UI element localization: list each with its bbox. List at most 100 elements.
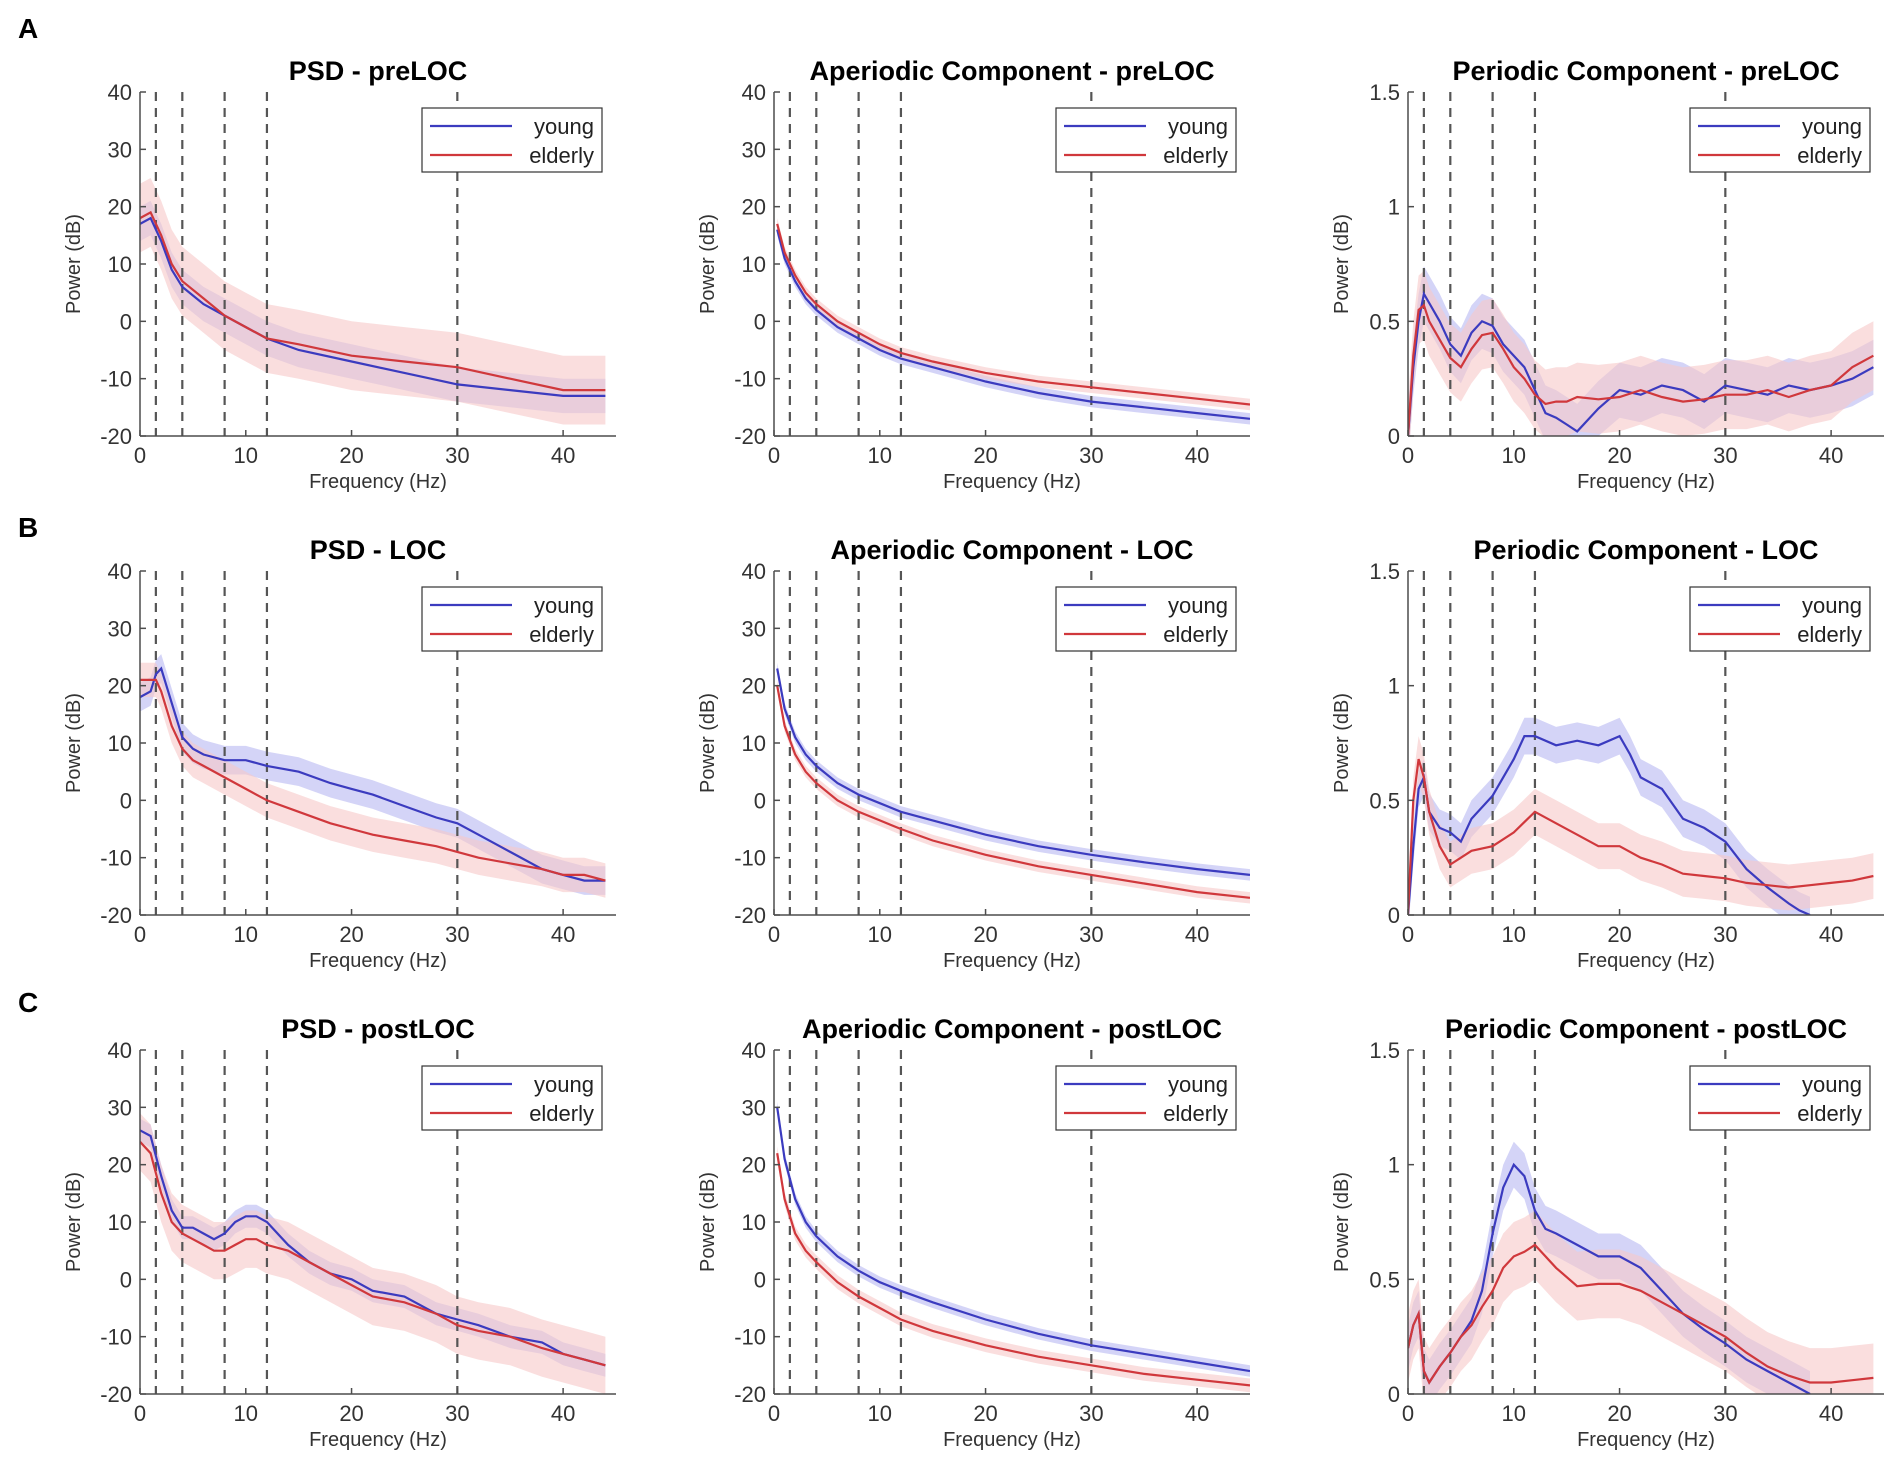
- subplot-9: 0 10 20 30 40 0 0.5 1 1.5 Periodic Component - po…: [1331, 1014, 1884, 1451]
- series-line-elderly: [776, 223, 1250, 406]
- y-axis-label: Power (dB): [697, 1172, 719, 1272]
- y-tick-label: -20: [734, 1382, 766, 1407]
- series-line-elderly: [1408, 303, 1874, 436]
- y-tick-label: -20: [734, 424, 766, 449]
- x-tick-label: 0: [1402, 1401, 1414, 1426]
- subplot-title: Aperiodic Component - postLOC: [802, 1014, 1222, 1044]
- subplot-1: 0 10 20 30 40 -20 -10 0 10 20 30 40 PSD - preLOC Freq…: [63, 56, 616, 493]
- y-tick-label: 30: [108, 616, 132, 641]
- y-tick-label: 10: [108, 1210, 132, 1235]
- y-tick-label: 0: [1388, 1382, 1400, 1407]
- legend-box: [1055, 586, 1237, 652]
- x-axis-label: Frequency (Hz): [1577, 471, 1715, 493]
- x-tick-label: 40: [551, 443, 575, 468]
- x-tick-label: 20: [1607, 922, 1631, 947]
- x-tick-label: 30: [1713, 1401, 1737, 1426]
- x-tick-label: 0: [134, 443, 146, 468]
- y-tick-label: 30: [742, 137, 766, 162]
- y-tick-label: 1: [1388, 1153, 1400, 1178]
- legend-label-young: young: [1802, 114, 1862, 139]
- band-elderly: [140, 662, 606, 898]
- y-tick-label: 40: [742, 559, 766, 584]
- legend-label-elderly: elderly: [1797, 1101, 1862, 1126]
- x-tick-label: 40: [1819, 443, 1843, 468]
- series-line-elderly: [140, 1140, 606, 1367]
- subplot-title: Periodic Component - LOC: [1473, 535, 1818, 565]
- legend-label-young: young: [534, 593, 594, 618]
- legend-label-elderly: elderly: [529, 143, 594, 168]
- x-tick-label: 0: [134, 922, 146, 947]
- y-tick-label: 1: [1388, 674, 1400, 699]
- x-tick-label: 20: [973, 922, 997, 947]
- subplot-5: 0 10 20 30 40 -20 -10 0 10 20 30 40 Aperiodic Compon…: [697, 535, 1250, 972]
- subplot-title: Periodic Component - postLOC: [1445, 1014, 1847, 1044]
- legend-box: [421, 1065, 603, 1131]
- y-axis-label: Power (dB): [697, 693, 719, 793]
- y-tick-label: 30: [742, 616, 766, 641]
- band-elderly: [777, 679, 1250, 904]
- x-tick-label: 10: [234, 443, 258, 468]
- x-tick-label: 20: [339, 1401, 363, 1426]
- x-axis-label: Frequency (Hz): [309, 1429, 447, 1451]
- x-tick-label: 40: [1819, 922, 1843, 947]
- y-tick-label: 0.5: [1369, 1267, 1400, 1292]
- x-tick-label: 10: [868, 922, 892, 947]
- subplot-title: PSD - LOC: [310, 535, 447, 565]
- y-tick-label: -10: [734, 367, 766, 392]
- y-tick-label: 30: [742, 1095, 766, 1120]
- y-tick-label: 10: [108, 731, 132, 756]
- x-tick-label: 20: [339, 443, 363, 468]
- x-tick-label: 10: [1502, 1401, 1526, 1426]
- y-tick-label: 40: [108, 559, 132, 584]
- x-tick-label: 0: [1402, 443, 1414, 468]
- series-line-elderly: [776, 1153, 1250, 1387]
- y-axis-label: Power (dB): [1331, 214, 1353, 314]
- x-axis-label: Frequency (Hz): [943, 471, 1081, 493]
- legend-label-elderly: elderly: [529, 1101, 594, 1126]
- x-tick-label: 30: [1079, 922, 1103, 947]
- band-elderly: [140, 1113, 606, 1394]
- band-young: [777, 223, 1250, 425]
- x-tick-label: 40: [1185, 443, 1209, 468]
- x-tick-label: 40: [551, 922, 575, 947]
- x-tick-label: 30: [445, 1401, 469, 1426]
- y-tick-label: -10: [100, 1325, 132, 1350]
- subplot-title: PSD - preLOC: [289, 56, 468, 86]
- y-tick-label: 30: [108, 1095, 132, 1120]
- legend-label-young: young: [1802, 593, 1862, 618]
- y-tick-label: -20: [100, 903, 132, 928]
- y-tick-label: -10: [734, 1325, 766, 1350]
- x-tick-label: 30: [1079, 443, 1103, 468]
- x-axis-label: Frequency (Hz): [309, 471, 447, 493]
- series-line-young: [776, 1107, 1250, 1373]
- series-line-elderly: [776, 685, 1250, 899]
- legend-box: [1689, 586, 1871, 652]
- series-line-young: [140, 666, 606, 882]
- series-line-elderly: [140, 678, 606, 882]
- y-tick-label: 40: [742, 80, 766, 105]
- series-line-young: [1408, 290, 1874, 436]
- band-elderly: [140, 178, 606, 425]
- x-tick-label: 20: [973, 443, 997, 468]
- x-tick-label: 20: [1607, 1401, 1631, 1426]
- y-tick-label: 30: [108, 137, 132, 162]
- band-young: [777, 1101, 1250, 1377]
- subplot-6: 0 10 20 30 40 0 0.5 1 1.5 Periodic Component - LO…: [1331, 535, 1884, 972]
- x-tick-label: 20: [1607, 443, 1631, 468]
- legend-label-elderly: elderly: [1797, 622, 1862, 647]
- x-tick-label: 20: [973, 1401, 997, 1426]
- legend-box: [1689, 107, 1871, 173]
- x-tick-label: 0: [134, 1401, 146, 1426]
- x-tick-label: 30: [445, 443, 469, 468]
- y-tick-label: 20: [108, 195, 132, 220]
- subplot-7: 0 10 20 30 40 -20 -10 0 10 20 30 40 PSD - postLOC Fre…: [63, 1014, 616, 1451]
- legend-label-young: young: [1168, 593, 1228, 618]
- x-tick-label: 0: [1402, 922, 1414, 947]
- y-tick-label: 10: [108, 252, 132, 277]
- subplot-title: PSD - postLOC: [281, 1014, 475, 1044]
- x-tick-label: 30: [1713, 922, 1737, 947]
- x-tick-label: 40: [1819, 1401, 1843, 1426]
- x-tick-label: 30: [445, 922, 469, 947]
- y-tick-label: 0.5: [1369, 309, 1400, 334]
- y-tick-label: 0: [120, 1267, 132, 1292]
